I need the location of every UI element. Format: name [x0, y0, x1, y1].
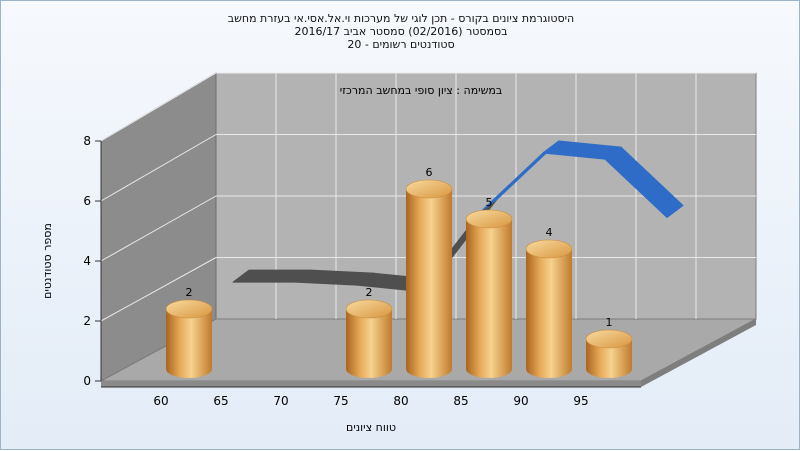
y-tick-label: 2 [83, 314, 91, 328]
x-tick-label: 85 [453, 394, 468, 408]
gridline-side [100, 72, 217, 142]
bar-body [166, 309, 212, 378]
bar-top [585, 329, 633, 349]
bar-data-label: 2 [186, 286, 193, 299]
chart-title-line-3: סטודנטים רשומים - 20 [347, 38, 455, 51]
bar-data-label: 2 [366, 286, 373, 299]
x-tick-label: 75 [333, 394, 348, 408]
bar [165, 299, 213, 378]
bar-body [586, 339, 632, 378]
bar-body [406, 189, 452, 378]
bar [465, 209, 513, 378]
bar-top [465, 209, 513, 229]
x-tick-label: 60 [153, 394, 168, 408]
bar [585, 329, 633, 378]
x-tick-label: 95 [573, 394, 588, 408]
y-axis-title: מספר סטודנטים [41, 223, 54, 299]
ribbon-segment [604, 146, 684, 219]
bar-top [165, 299, 213, 319]
gridline-side [100, 257, 217, 322]
y-tick-label: 6 [83, 194, 91, 208]
gridline-side [100, 134, 217, 202]
bar-data-label: 1 [606, 316, 613, 329]
x-axis: 60 65 70 75 80 85 90 95 [101, 386, 641, 408]
x-tick-label: 65 [213, 394, 228, 408]
x-axis-title: טווח ציונים [346, 421, 396, 434]
bar-body [466, 219, 512, 378]
floor-front-edge [101, 381, 641, 387]
bar-data-label: 6 [426, 166, 433, 179]
bar-body [526, 249, 572, 378]
y-tick-label: 0 [83, 374, 91, 388]
bar-data-label: 5 [486, 196, 493, 209]
bar-data-label: 4 [546, 226, 553, 239]
chart-title-line-1: היסטוגרמת ציונים בקורס - תכן לוגי של מער… [227, 12, 575, 25]
chart-subtitle: במשימה : ציון סופי במחשב המרכזי [340, 84, 503, 97]
bar-body [346, 309, 392, 378]
bars: 2 2 6 5 4 1 [165, 166, 633, 378]
x-tick-label: 90 [513, 394, 528, 408]
gridline-side [100, 195, 217, 262]
x-tick-label: 70 [273, 394, 288, 408]
y-tick-label: 8 [83, 134, 91, 148]
chart-title-line-2: בסמסטר (02/2016) סמסטר אביב 2016/17 [294, 25, 508, 38]
bar [405, 179, 453, 378]
bar [345, 299, 393, 378]
y-axis: 0 2 4 6 8 [83, 134, 102, 388]
bar [525, 239, 573, 378]
bar-top [525, 239, 573, 259]
bar-top [405, 179, 453, 199]
x-tick-label: 80 [393, 394, 408, 408]
y-tick-label: 4 [83, 254, 91, 268]
bar-top [345, 299, 393, 319]
floor-edge [641, 319, 756, 387]
